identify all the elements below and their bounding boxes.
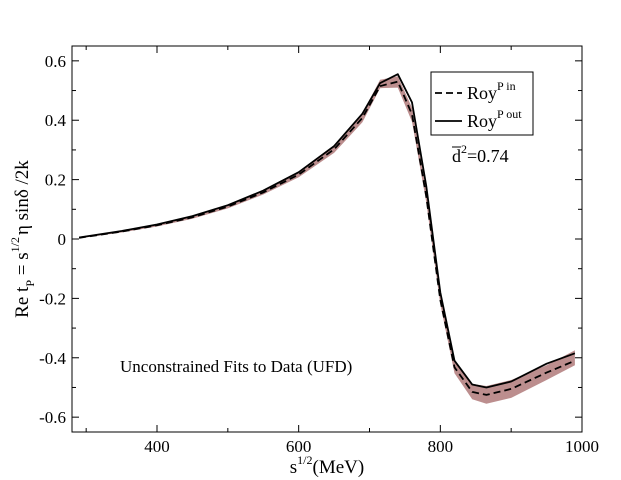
series-line-roy-p-out bbox=[78, 73, 576, 389]
y-tick-label: 0.2 bbox=[45, 171, 66, 190]
legend-label-roy-p-in: RoyP in bbox=[467, 79, 516, 103]
y-tick-label: 0.6 bbox=[45, 52, 66, 71]
y-tick-label: -0.6 bbox=[39, 408, 66, 427]
y-tick-label: -0.2 bbox=[39, 289, 66, 308]
fit-annotation: Unconstrained Fits to Data (UFD) bbox=[120, 357, 352, 376]
x-tick-label: 1000 bbox=[565, 437, 599, 456]
x-tick-label: 600 bbox=[286, 437, 312, 456]
y-tick-label: -0.4 bbox=[39, 349, 66, 368]
legend: RoyP in RoyP out bbox=[430, 71, 534, 136]
axis-ticks: 400 600 800 1000 -0.6 -0.4 -0.2 0 0.2 0.4 0.6 bbox=[39, 46, 599, 456]
legend-label-roy-p-out: RoyP out bbox=[467, 107, 522, 131]
series-layer bbox=[78, 73, 576, 396]
series-line-roy-p-in bbox=[78, 80, 576, 396]
x-tick-label: 800 bbox=[428, 437, 454, 456]
y-tick-label: 0.4 bbox=[45, 111, 67, 130]
legend-box bbox=[430, 71, 534, 136]
x-tick-label: 400 bbox=[144, 437, 170, 456]
y-tick-label: 0 bbox=[58, 230, 67, 249]
x-axis-title: s1/2(MeV) bbox=[290, 453, 364, 478]
y-axis-title: Re tP = s1/2η sinδ /2k bbox=[8, 160, 37, 318]
d2-annotation: d2=0.74 bbox=[452, 142, 509, 166]
